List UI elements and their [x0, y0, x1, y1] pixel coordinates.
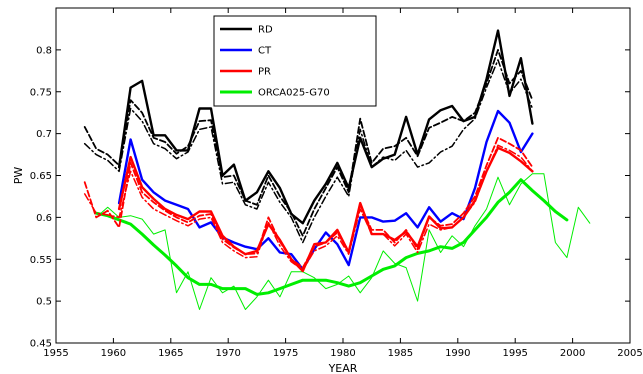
x-tick-label: 1990	[445, 348, 470, 359]
y-tick-label: 0.65	[30, 171, 52, 182]
y-axis-label: PW	[12, 167, 25, 185]
y-tick-label: 0.7	[36, 129, 52, 140]
y-tick-label: 0.5	[36, 297, 52, 308]
x-tick-label: 1955	[43, 348, 68, 359]
x-tick-label: 1995	[502, 348, 527, 359]
y-tick-label: 0.8	[36, 45, 52, 56]
legend-box	[213, 15, 377, 107]
series-line-ct	[117, 109, 534, 271]
axes-layer: 1955 1960 1965 1970 1975 1980 1985 1990 1995 2000…	[30, 8, 643, 359]
series-line-rd-dashdot	[83, 59, 534, 244]
legend-label: PR	[258, 67, 271, 78]
legend-label: RD	[258, 25, 273, 36]
y-tick-label: 0.75	[30, 87, 52, 98]
y-tick-label: 0.45	[30, 339, 52, 350]
y-tick-label: 0.55	[30, 255, 52, 266]
legend-label: ORCA025-G70	[258, 88, 330, 99]
series-line-orca025-g70	[94, 178, 569, 296]
x-tick-label: 1965	[158, 348, 183, 359]
series-layer	[83, 29, 591, 310]
y-tick-label: 0.6	[36, 213, 52, 224]
series-line-orca025-g70-annual	[95, 173, 591, 310]
series-line-rd-dashed	[83, 49, 534, 237]
legend: RD CT PR ORCA025-G70	[213, 15, 377, 107]
series-line-rd	[117, 29, 534, 225]
legend-label: CT	[258, 46, 272, 57]
x-tick-label: 1975	[273, 348, 298, 359]
x-tick-label: 1980	[330, 348, 355, 359]
x-tick-label: 2005	[617, 348, 642, 359]
series-line-pr	[117, 146, 534, 273]
x-tick-label: 1960	[101, 348, 126, 359]
x-tick-label: 1985	[388, 348, 413, 359]
x-tick-label: 2000	[560, 348, 585, 359]
x-axis-label: YEAR	[328, 362, 358, 374]
x-tick-label: 1970	[215, 348, 240, 359]
